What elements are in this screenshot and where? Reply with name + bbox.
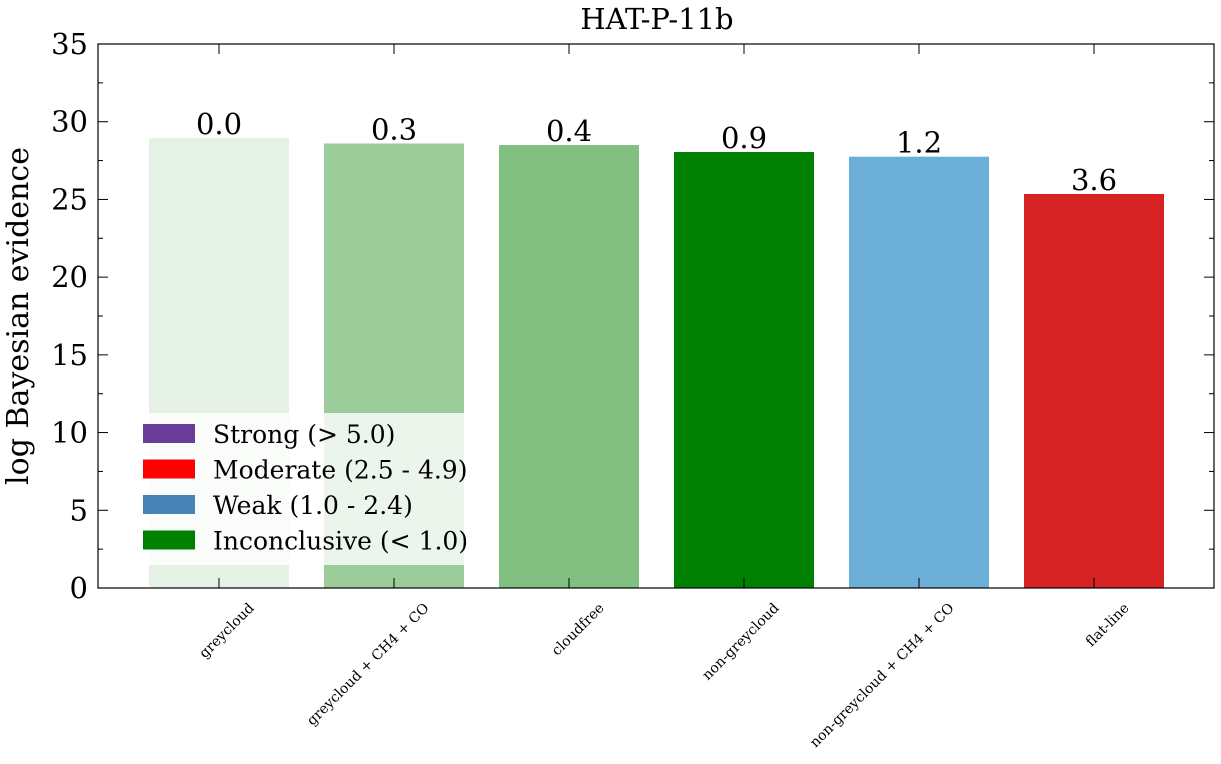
legend-swatch: [143, 459, 195, 479]
bar-value-label: 0.9: [721, 121, 767, 155]
legend-label: Moderate (2.5 - 4.9): [213, 456, 467, 485]
bars-group: [149, 138, 1164, 588]
bar-value-labels: 0.0 0.3 0.4 0.9 1.2 3.6: [196, 107, 1117, 197]
y-tick-label: 30: [51, 105, 88, 139]
y-tick-label: 35: [51, 27, 88, 61]
legend-label: Strong (> 5.0): [213, 420, 395, 449]
x-tick-label: flat-line: [1083, 600, 1133, 650]
bar-5: [849, 156, 989, 588]
y-axis-label: log Bayesian evidence: [1, 147, 36, 485]
x-tick-label: greycloud + CH4 + CO: [304, 600, 433, 729]
y-tick-label: 20: [51, 260, 88, 294]
legend-swatch: [143, 530, 195, 550]
x-tick-label: non-greycloud + CH4 + CO: [807, 600, 958, 751]
bar-value-label: 0.4: [546, 114, 592, 148]
y-tick-label: 10: [51, 416, 88, 450]
x-tick-label: greycloud: [196, 600, 257, 661]
legend: Strong (> 5.0) Moderate (2.5 - 4.9) Weak (…: [130, 413, 475, 565]
bar-6: [1024, 193, 1164, 588]
bar-value-label: 3.6: [1071, 163, 1117, 197]
chart-title: HAT-P-11b: [580, 2, 733, 36]
legend-swatch: [143, 495, 195, 514]
legend-swatch: [143, 424, 195, 443]
y-tick-label: 5: [70, 493, 88, 527]
legend-label: Weak (1.0 - 2.4): [213, 491, 413, 520]
bar-value-label: 0.0: [196, 107, 242, 141]
legend-label: Inconclusive (< 1.0): [213, 527, 468, 556]
x-tick-label: cloudfree: [549, 600, 608, 659]
bar-4: [674, 152, 814, 588]
y-axis-ticks: 0 5 10 15 20 25 30 35: [51, 27, 1214, 605]
y-tick-label: 0: [70, 571, 88, 605]
bar-3: [499, 145, 639, 588]
y-tick-label: 25: [51, 182, 88, 216]
bar-value-label: 1.2: [896, 126, 942, 160]
y-tick-label: 15: [51, 338, 88, 372]
bar-value-label: 0.3: [371, 112, 417, 146]
x-tick-label: non-greycloud: [699, 600, 782, 683]
